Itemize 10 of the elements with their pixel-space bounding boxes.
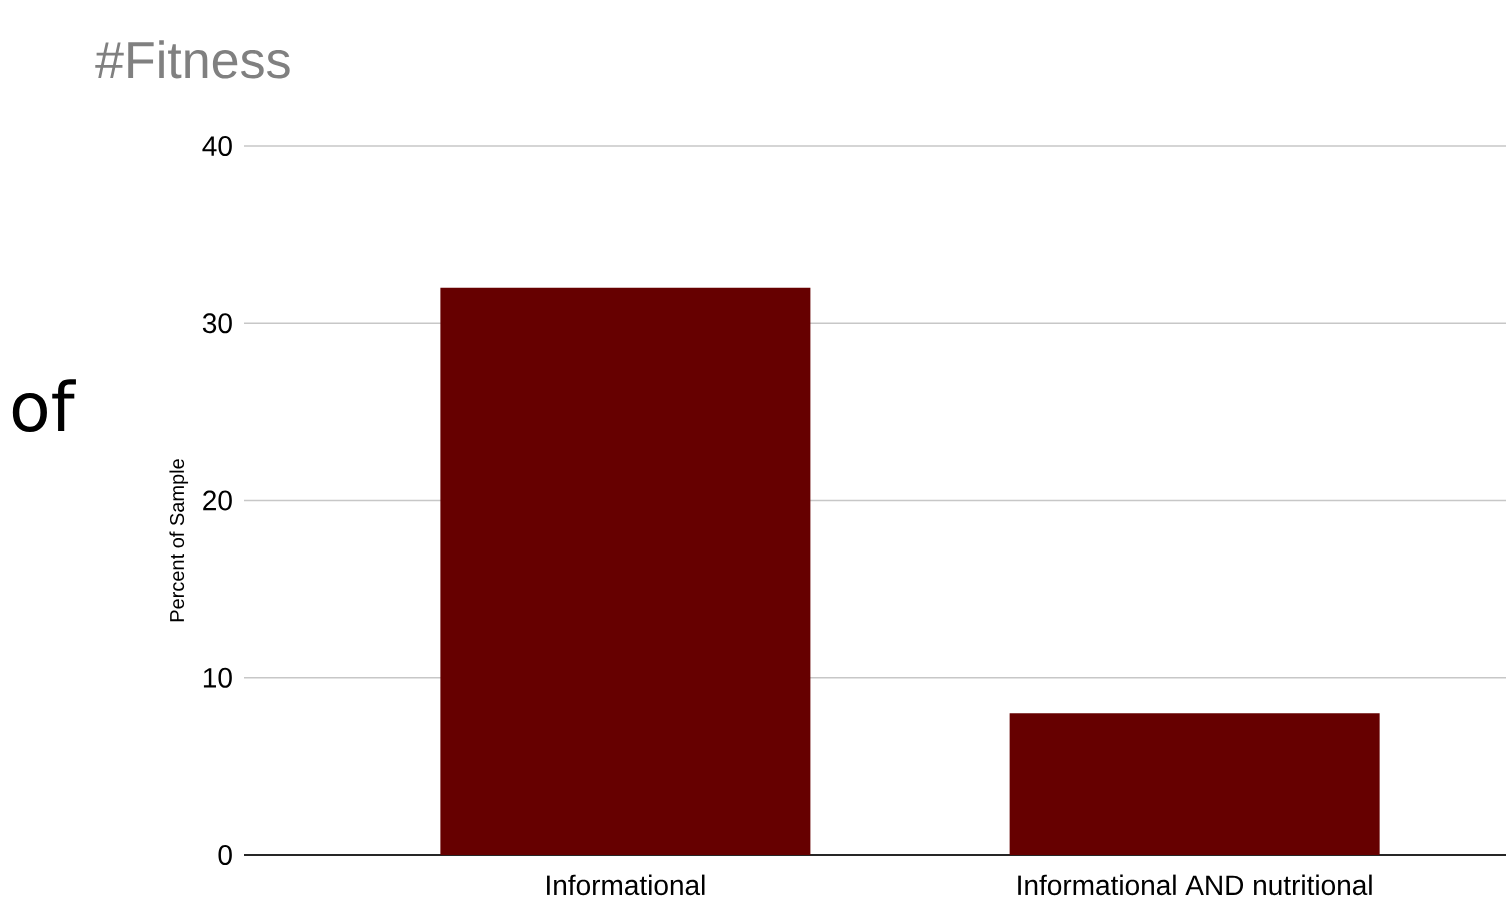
y-tick-label: 30: [202, 313, 232, 334]
y-axis-title: Percent of Sample: [169, 459, 189, 622]
y-tick-label: 10: [203, 667, 232, 688]
y-tick-label: 0: [218, 845, 232, 865]
chart-title: #Fitness: [95, 40, 290, 79]
text: of: [12, 379, 76, 432]
y-tick-label: 40: [202, 136, 232, 156]
y-tick-label: 20: [203, 490, 232, 511]
x-tick-label: Informational: [547, 874, 705, 896]
x-tick-label: Informational AND nutritional: [1018, 874, 1372, 896]
